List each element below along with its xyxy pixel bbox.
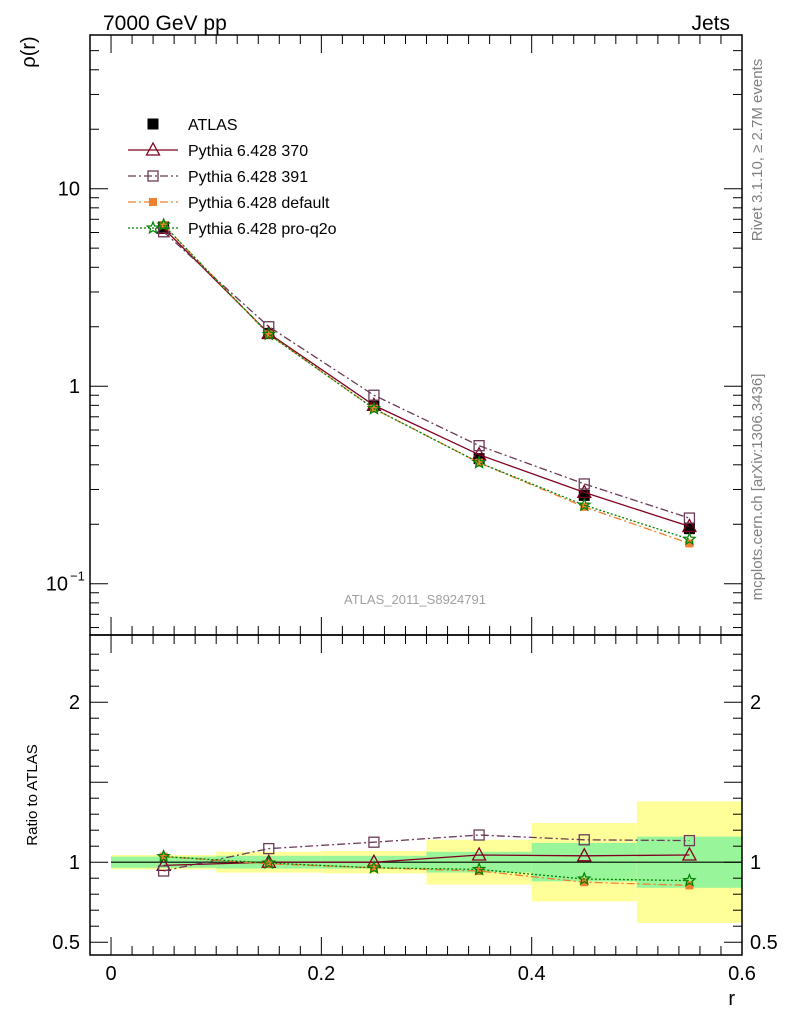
main-ytick-label-2: 10 — [58, 179, 80, 201]
main-ytick-label-0: 10 — [46, 574, 68, 596]
legend-label-4: Pythia 6.428 pro-q2o — [188, 221, 337, 238]
main-ytick-label-1: 1 — [69, 376, 80, 398]
main-point-4-3 — [471, 455, 487, 469]
ratio-point-3-0 — [156, 848, 171, 863]
xtick-label-1: 0.2 — [307, 963, 335, 985]
main-line-2 — [163, 231, 690, 519]
main-plot-series — [156, 217, 698, 548]
main-point-2-2 — [368, 389, 380, 401]
ratio-point-2-3 — [475, 867, 484, 875]
xtick-label-0: 0 — [105, 963, 116, 985]
ratio-point-1-1 — [263, 842, 275, 855]
ratio-point-0-3 — [471, 846, 487, 861]
ratio-point-3-4 — [576, 871, 592, 886]
ratio-point-3-2 — [366, 860, 382, 874]
ratio-point-1-0 — [157, 865, 170, 877]
main-ytick-exp-0: −1 — [70, 569, 85, 584]
ratio-point-3-1 — [261, 855, 277, 870]
main-point-0-4 — [578, 489, 590, 501]
main-point-1-5 — [681, 518, 698, 533]
main-point-4-4 — [576, 497, 592, 512]
main-point-3-4 — [580, 502, 589, 511]
ratio-plot-series — [156, 829, 698, 890]
ratio-point-0-4 — [576, 847, 592, 862]
main-point-4-5 — [682, 531, 697, 546]
header-right: Jets — [691, 12, 730, 35]
legend-marker-4 — [145, 220, 161, 235]
main-point-3-1 — [264, 330, 273, 339]
analysis-label: ATLAS_2011_S8924791 — [344, 592, 486, 607]
legend-marker-1 — [145, 141, 161, 156]
ratio-ytick-label-left-2: 2 — [69, 692, 80, 714]
main-point-3-5 — [685, 539, 694, 548]
header-left: 7000 GeV pp — [103, 12, 227, 35]
xtick-label-2: 0.4 — [518, 963, 546, 985]
ratio-point-1-5 — [683, 834, 696, 847]
main-point-0-5 — [683, 523, 695, 535]
ratio-point-1-3 — [473, 829, 485, 841]
ratio-ytick-label-right-0: 0.5 — [750, 932, 778, 954]
main-point-0-3 — [473, 453, 485, 465]
ratio-ytick-label-right-1: 1 — [750, 852, 761, 874]
ratio-point-3-5 — [682, 872, 697, 887]
legend-label-0: ATLAS — [188, 117, 238, 134]
main-point-4-1 — [261, 326, 277, 341]
ratio-point-3-3 — [471, 861, 487, 876]
ratio-frame — [89, 634, 743, 956]
main-line-1 — [163, 227, 690, 528]
ratio-ytick-label-right-2: 2 — [750, 692, 761, 714]
main-point-1-4 — [576, 484, 592, 499]
ratio-point-2-5 — [685, 881, 694, 890]
ratio-ytick-label-left-1: 1 — [69, 852, 80, 874]
main-point-2-3 — [473, 440, 485, 452]
legend: ATLAS Pythia 6.428 370 Pythia 6.428 391 Pyt… — [128, 117, 337, 238]
ratio-y-axis-label: Ratio to ATLAS — [24, 744, 41, 845]
ratio-line-2 — [163, 855, 690, 887]
ratio-point-1-4 — [578, 834, 590, 846]
main-y-axis-label: ρ(r) — [18, 36, 40, 67]
main-point-2-4 — [578, 478, 590, 490]
ratio-ytick-label-left-0: 0.5 — [52, 932, 80, 954]
main-point-4-2 — [366, 400, 382, 415]
legend-marker-0 — [147, 118, 159, 130]
ratio-point-2-1 — [264, 859, 273, 868]
legend-label-3: Pythia 6.428 default — [188, 195, 330, 212]
side-label-mcplots: mcplots.cern.ch [arXiv:1306.3436] — [749, 374, 766, 601]
xtick-label-3: 0.6 — [728, 963, 756, 985]
ratio-point-2-2 — [369, 863, 378, 872]
main-point-2-5 — [683, 512, 696, 524]
legend-label-2: Pythia 6.428 391 — [188, 169, 308, 186]
x-axis-label: r — [728, 988, 735, 1010]
main-line-3 — [163, 224, 690, 545]
legend-label-1: Pythia 6.428 370 — [188, 143, 308, 160]
plot-frames — [89, 34, 743, 956]
side-label-rivet: Rivet 3.1.10, ≥ 2.7M events — [749, 59, 766, 242]
ratio-point-1-2 — [368, 836, 380, 848]
legend-marker-2 — [147, 170, 159, 182]
legend-marker-3 — [149, 198, 157, 206]
main-point-4-0 — [156, 217, 171, 232]
ratio-point-0-5 — [681, 846, 698, 861]
main-point-3-3 — [475, 458, 484, 467]
